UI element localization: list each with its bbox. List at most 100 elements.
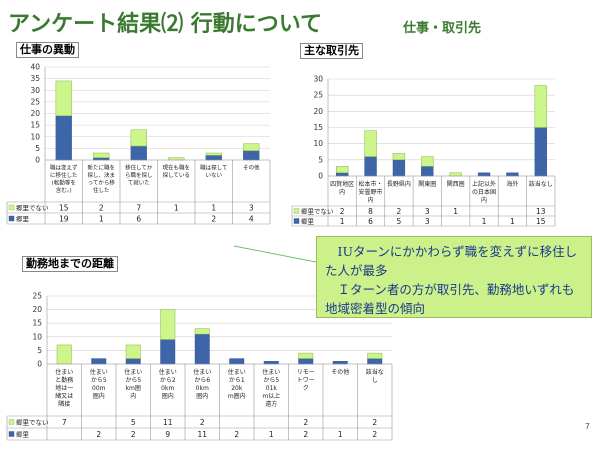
job-data-label: 6 (136, 215, 141, 224)
job-bar-local (55, 115, 72, 161)
commute-category-label: から6 (194, 377, 210, 384)
commute-bar-not-local (194, 328, 210, 335)
commute-category-label: km圏 (126, 385, 141, 392)
commute-category-label: から5 (125, 377, 141, 384)
job-bar-not-local (243, 143, 260, 151)
job-category-label: (転勤等を (52, 179, 76, 187)
commute-data-label: 7 (62, 418, 67, 427)
job-legend-label: 郷里 (16, 214, 30, 223)
job-category-label: 職は変えず (50, 164, 78, 172)
commute-category-label: 01k (266, 385, 278, 392)
commute-y-tick-label: 5 (37, 346, 42, 355)
client-bar-not-local (449, 172, 462, 177)
client-y-tick-label: 10 (313, 139, 323, 148)
commute-data-label: 1 (338, 430, 343, 439)
client-data-label: 1 (340, 217, 345, 226)
commute-y-tick-label: 0 (37, 360, 42, 369)
job-category-label: 現在も職を (162, 164, 190, 172)
job-data-label: 2 (99, 204, 104, 213)
client-legend-label: 郷里 (301, 217, 315, 226)
job-category-label: いない (205, 172, 222, 179)
client-data-label: 2 (340, 207, 345, 216)
commute-data-label: 11 (163, 418, 173, 427)
commute-category-label: ク (303, 385, 309, 392)
job-data-label: 1 (99, 215, 104, 224)
commute-category-label: し (372, 377, 378, 384)
commute-category-label: 住まい (228, 368, 246, 376)
commute-category-label: m圏内 (228, 392, 246, 400)
client-data-label: 1 (510, 217, 515, 226)
client-legend-swatch (293, 218, 300, 224)
client-category-label: 該当なし (529, 180, 553, 188)
job-legend-swatch (8, 215, 15, 222)
job-data-label: 3 (249, 204, 254, 213)
client-legend-label: 郷里でない (301, 207, 334, 216)
commute-data-label: 1 (269, 430, 274, 439)
commute-legend-label: 郷里でない (16, 418, 49, 427)
client-category-label: 四賀地区 (330, 180, 354, 188)
commute-category-label: 内 (130, 392, 136, 400)
commute-bar-local (125, 358, 141, 365)
job-category-label: 住した (93, 186, 110, 194)
client-data-label: 6 (368, 217, 373, 226)
commute-data-label: 2 (372, 418, 377, 427)
client-bar-not-local (392, 153, 406, 161)
client-category-label: 関西圏 (447, 181, 465, 188)
commute-category-label: 20k (231, 385, 243, 392)
commute-category-label: その他 (331, 368, 349, 376)
commute-bar-local (263, 361, 279, 365)
client-category-label: 内 (339, 188, 345, 196)
commute-category-label: から5 (263, 377, 279, 384)
commute-bar-local (194, 333, 210, 365)
job-category-label: 新たに職を (87, 164, 115, 172)
client-data-label: 2 (397, 207, 402, 216)
job-y-tick-label: 35 (30, 74, 40, 83)
client-bar-not-local (364, 130, 377, 157)
client-y-tick-label: 5 (318, 155, 323, 164)
job-data-label: 1 (174, 204, 179, 213)
job-bar-local (93, 157, 110, 161)
commute-data-label: 2 (234, 430, 239, 439)
job-y-tick-label: 10 (30, 132, 40, 141)
client-bar-local (534, 127, 547, 177)
job-category-label: に移住した (50, 171, 78, 179)
job-category-label: 移住してか (125, 164, 153, 172)
client-bar-not-local (421, 156, 434, 167)
client-data-label: 3 (425, 207, 430, 216)
job-y-tick-label: 25 (30, 97, 40, 106)
commute-data-label: 5 (131, 418, 136, 427)
commute-category-label: 遠方 (265, 400, 277, 408)
job-data-label: 4 (249, 215, 254, 224)
commute-bar-local (229, 358, 245, 365)
client-category-label: 松本市・ (359, 180, 383, 188)
job-data-label: 2 (211, 215, 216, 224)
job-legend-label: 郷里でない (16, 203, 49, 212)
callout-connector-line (233, 245, 317, 263)
client-bar-local (364, 156, 377, 177)
job-y-tick-label: 0 (35, 156, 40, 165)
commute-y-tick-label: 15 (32, 319, 42, 328)
commute-category-label: 圏内 (93, 392, 105, 400)
commute-data-label: 11 (197, 430, 207, 439)
summary-callout: IUターンにかかわらず職を変えずに移住した人が最多 Ｉターン者の方が取引先、勤務… (316, 236, 592, 318)
job-data-label: 19 (59, 215, 69, 224)
client-bar-not-local (335, 166, 349, 174)
commute-data-label: 9 (165, 430, 170, 439)
commute-category-label: リモー (297, 369, 315, 376)
commute-category-label: トワー (297, 377, 315, 384)
job-bar-local (130, 145, 147, 161)
commute-category-label: から5 (91, 377, 107, 384)
commute-legend-swatch (8, 431, 15, 437)
client-bar-local (336, 172, 349, 177)
client-y-tick-label: 30 (313, 75, 323, 84)
client-y-tick-label: 20 (313, 107, 323, 116)
job-bar-not-local (168, 157, 185, 161)
job-category-label: ら職を探し (125, 171, 153, 179)
job-category-label: ってから移 (88, 179, 116, 187)
client-category-label: 内 (368, 196, 374, 204)
commute-data-label: 2 (303, 418, 308, 427)
commute-bar-not-local (160, 309, 176, 340)
commute-category-label: 住まい (124, 368, 142, 376)
commute-y-tick-label: 25 (32, 292, 42, 301)
commute-y-tick-label: 20 (32, 305, 42, 314)
